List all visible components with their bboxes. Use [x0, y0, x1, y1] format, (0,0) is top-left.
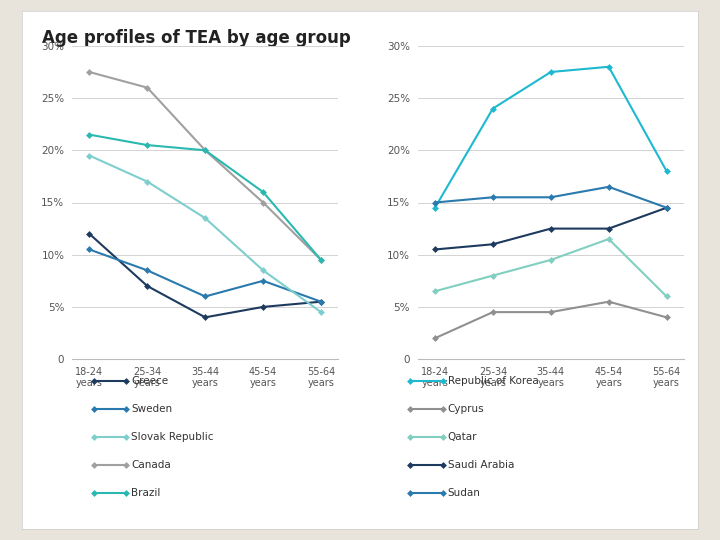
Text: Slovak Republic: Slovak Republic: [131, 432, 214, 442]
Text: Age profiles of TEA by age group: Age profiles of TEA by age group: [42, 29, 351, 47]
Text: Republic of Korea: Republic of Korea: [448, 376, 539, 386]
Text: Canada: Canada: [131, 460, 171, 470]
Text: Sudan: Sudan: [448, 488, 481, 498]
Text: Sweden: Sweden: [131, 404, 172, 414]
Text: Saudi Arabia: Saudi Arabia: [448, 460, 514, 470]
Text: Brazil: Brazil: [131, 488, 161, 498]
Text: Greece: Greece: [131, 376, 168, 386]
Text: Cyprus: Cyprus: [448, 404, 485, 414]
Text: Qatar: Qatar: [448, 432, 477, 442]
